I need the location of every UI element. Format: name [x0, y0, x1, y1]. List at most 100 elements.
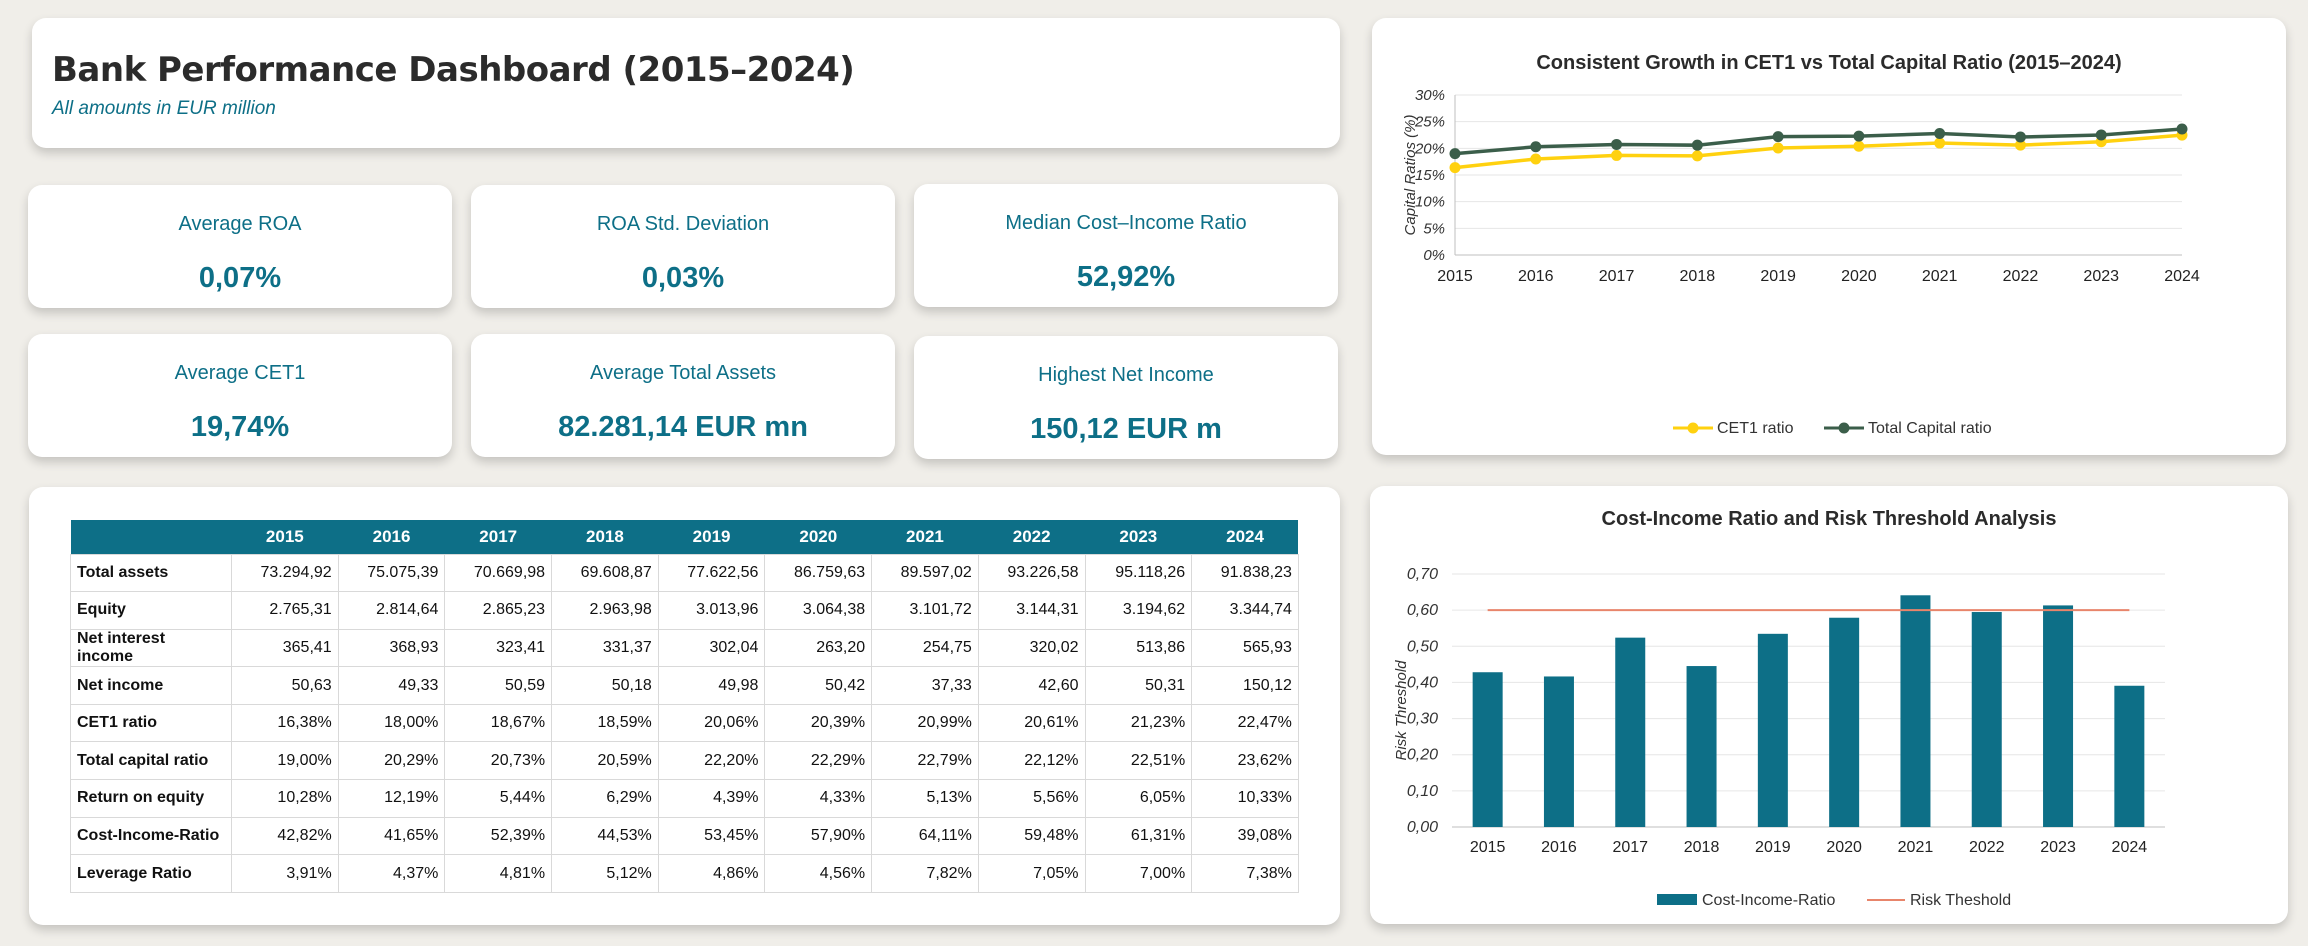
y-tick-label: 0,10 [1407, 783, 1438, 800]
table-row-label: Net interest income [70, 628, 232, 668]
x-tick-label: 2022 [2003, 268, 2039, 285]
table-cell: 5,12% [551, 854, 659, 893]
kpi-card-average-cet1: Average CET1 19,74% [28, 334, 452, 457]
table-cell: 4,33% [764, 779, 873, 818]
table-row-label: Total capital ratio [70, 741, 232, 781]
page-title: Bank Performance Dashboard (2015–2024) [52, 50, 855, 90]
table-cell: 50,63 [231, 666, 339, 705]
x-tick-label: 2021 [1898, 839, 1934, 856]
table-cell: 2.865,23 [444, 591, 553, 630]
data-point [2176, 123, 2188, 135]
bar [2114, 685, 2145, 827]
table-header-year: 2018 [551, 520, 659, 554]
table-cell: 365,41 [231, 628, 339, 668]
x-tick-label: 2018 [1680, 268, 1716, 285]
table-cell: 20,61% [977, 703, 1086, 743]
kpi-card-median-cost-income: Median Cost–Income Ratio 52,92% [914, 184, 1338, 307]
table-header-year: 2015 [231, 520, 339, 554]
bar [1472, 672, 1503, 827]
bar [1543, 676, 1574, 827]
table-cell: 16,38% [231, 703, 339, 743]
capital-ratio-line-chart: 0% 5% 10% 15% 20% 25% 30% 2015 2016 2017 2018 2019 2… [1402, 87, 2200, 437]
table-cell: 37,33 [871, 666, 979, 705]
table-cell: 53,45% [657, 816, 766, 856]
table-cell: 39,08% [1191, 816, 1299, 856]
x-tick-label: 2016 [1518, 268, 1554, 285]
data-point [1611, 149, 1623, 161]
table-header-year: 2020 [764, 520, 872, 554]
table-cell: 20,39% [764, 703, 873, 743]
kpi-value: 0,07% [198, 262, 282, 294]
x-tick-label: 2019 [1760, 268, 1796, 285]
table-cell: 59,48% [977, 816, 1086, 856]
table-cell: 19,00% [231, 741, 339, 781]
table-cell: 69.608,87 [551, 553, 659, 593]
table-cell: 50,42 [764, 666, 873, 705]
kpi-label: Median Cost–Income Ratio [1005, 212, 1247, 234]
kpi-card-average-total-assets: Average Total Assets 82.281,14 EUR mn [471, 334, 895, 457]
table-cell: 70.669,98 [444, 553, 553, 593]
data-point [1449, 162, 1461, 174]
data-point [2014, 131, 2026, 143]
table-header-row: 2015 2016 2017 2018 2019 2020 2021 2022 2023 2024 [70, 520, 1299, 554]
table-header-year: 2019 [658, 520, 765, 554]
x-tick-label: 2024 [2164, 268, 2200, 285]
y-tick-label: 0,60 [1407, 602, 1438, 619]
table-header-year: 2016 [338, 520, 445, 554]
data-point [1934, 137, 1946, 149]
table-row: Return on equity 10,28% 12,19% 5,44% 6,29% 4,… [70, 779, 1299, 818]
capital-ratio-chart-card: Consistent Growth in CET1 vs Total Capit… [1372, 18, 2286, 455]
table-cell: 21,23% [1084, 703, 1193, 743]
legend-label: CET1 ratio [1717, 420, 1794, 437]
table-cell: 49,33 [337, 666, 446, 705]
table-header-year: 2022 [978, 520, 1085, 554]
kpi-value: 19,74% [190, 411, 290, 443]
table-cell: 49,98 [657, 666, 766, 705]
table-cell: 61,31% [1084, 816, 1193, 856]
legend-marker [1838, 422, 1850, 434]
table-cell: 4,39% [657, 779, 766, 818]
data-point [1530, 141, 1542, 153]
table-row-label: Cost-Income-Ratio [70, 816, 232, 856]
table-cell: 75.075,39 [337, 553, 446, 593]
x-tick-label: 2018 [1684, 839, 1720, 856]
y-tick-label: 0% [1423, 247, 1445, 264]
legend-label: Total Capital ratio [1868, 420, 1992, 437]
table-cell: 22,79% [871, 741, 979, 781]
table-cell: 22,12% [977, 741, 1086, 781]
table-cell: 89.597,02 [871, 553, 979, 593]
table-row: Equity 2.765,31 2.814,64 2.865,23 2.963,98 3.… [70, 591, 1299, 630]
table-row: Total assets 73.294,92 75.075,39 70.669,98 6… [70, 553, 1299, 593]
table-row: Cost-Income-Ratio 42,82% 41,65% 52,39% 44,53… [70, 816, 1299, 856]
data-point [1772, 142, 1784, 154]
table-cell: 86.759,63 [764, 553, 873, 593]
table-cell: 20,29% [337, 741, 446, 781]
table-cell: 22,47% [1191, 703, 1299, 743]
table-cell: 3.101,72 [871, 591, 979, 630]
table-cell: 368,93 [337, 628, 446, 668]
table-cell: 52,39% [444, 816, 553, 856]
y-tick-label: 0,30 [1407, 711, 1438, 728]
table-row: Total capital ratio 19,00% 20,29% 20,73% 20,… [70, 741, 1299, 781]
x-tick-label: 2016 [1541, 839, 1577, 856]
x-tick-label: 2021 [1922, 268, 1958, 285]
table-cell: 331,37 [551, 628, 659, 668]
kpi-label: Average CET1 [174, 362, 306, 384]
table-cell: 50,59 [444, 666, 553, 705]
y-tick-label: 10% [1415, 194, 1445, 211]
data-point [1853, 140, 1865, 152]
kpi-value: 0,03% [641, 262, 725, 294]
table-cell: 254,75 [871, 628, 979, 668]
kpi-card-roa-std-deviation: ROA Std. Deviation 0,03% [471, 185, 895, 308]
table-cell: 23,62% [1191, 741, 1299, 781]
table-cell: 7,05% [977, 854, 1086, 893]
data-point [2014, 139, 2026, 151]
table-row-label: Leverage Ratio [70, 854, 232, 893]
table-cell: 42,82% [231, 816, 339, 856]
y-axis-label: Capital Ratios (%) [1402, 115, 1419, 236]
x-tick-label: 2023 [2040, 839, 2076, 856]
table-cell: 3.194,62 [1084, 591, 1193, 630]
bar [2043, 605, 2074, 827]
table-header-year: 2024 [1191, 520, 1299, 554]
table-cell: 50,18 [551, 666, 659, 705]
